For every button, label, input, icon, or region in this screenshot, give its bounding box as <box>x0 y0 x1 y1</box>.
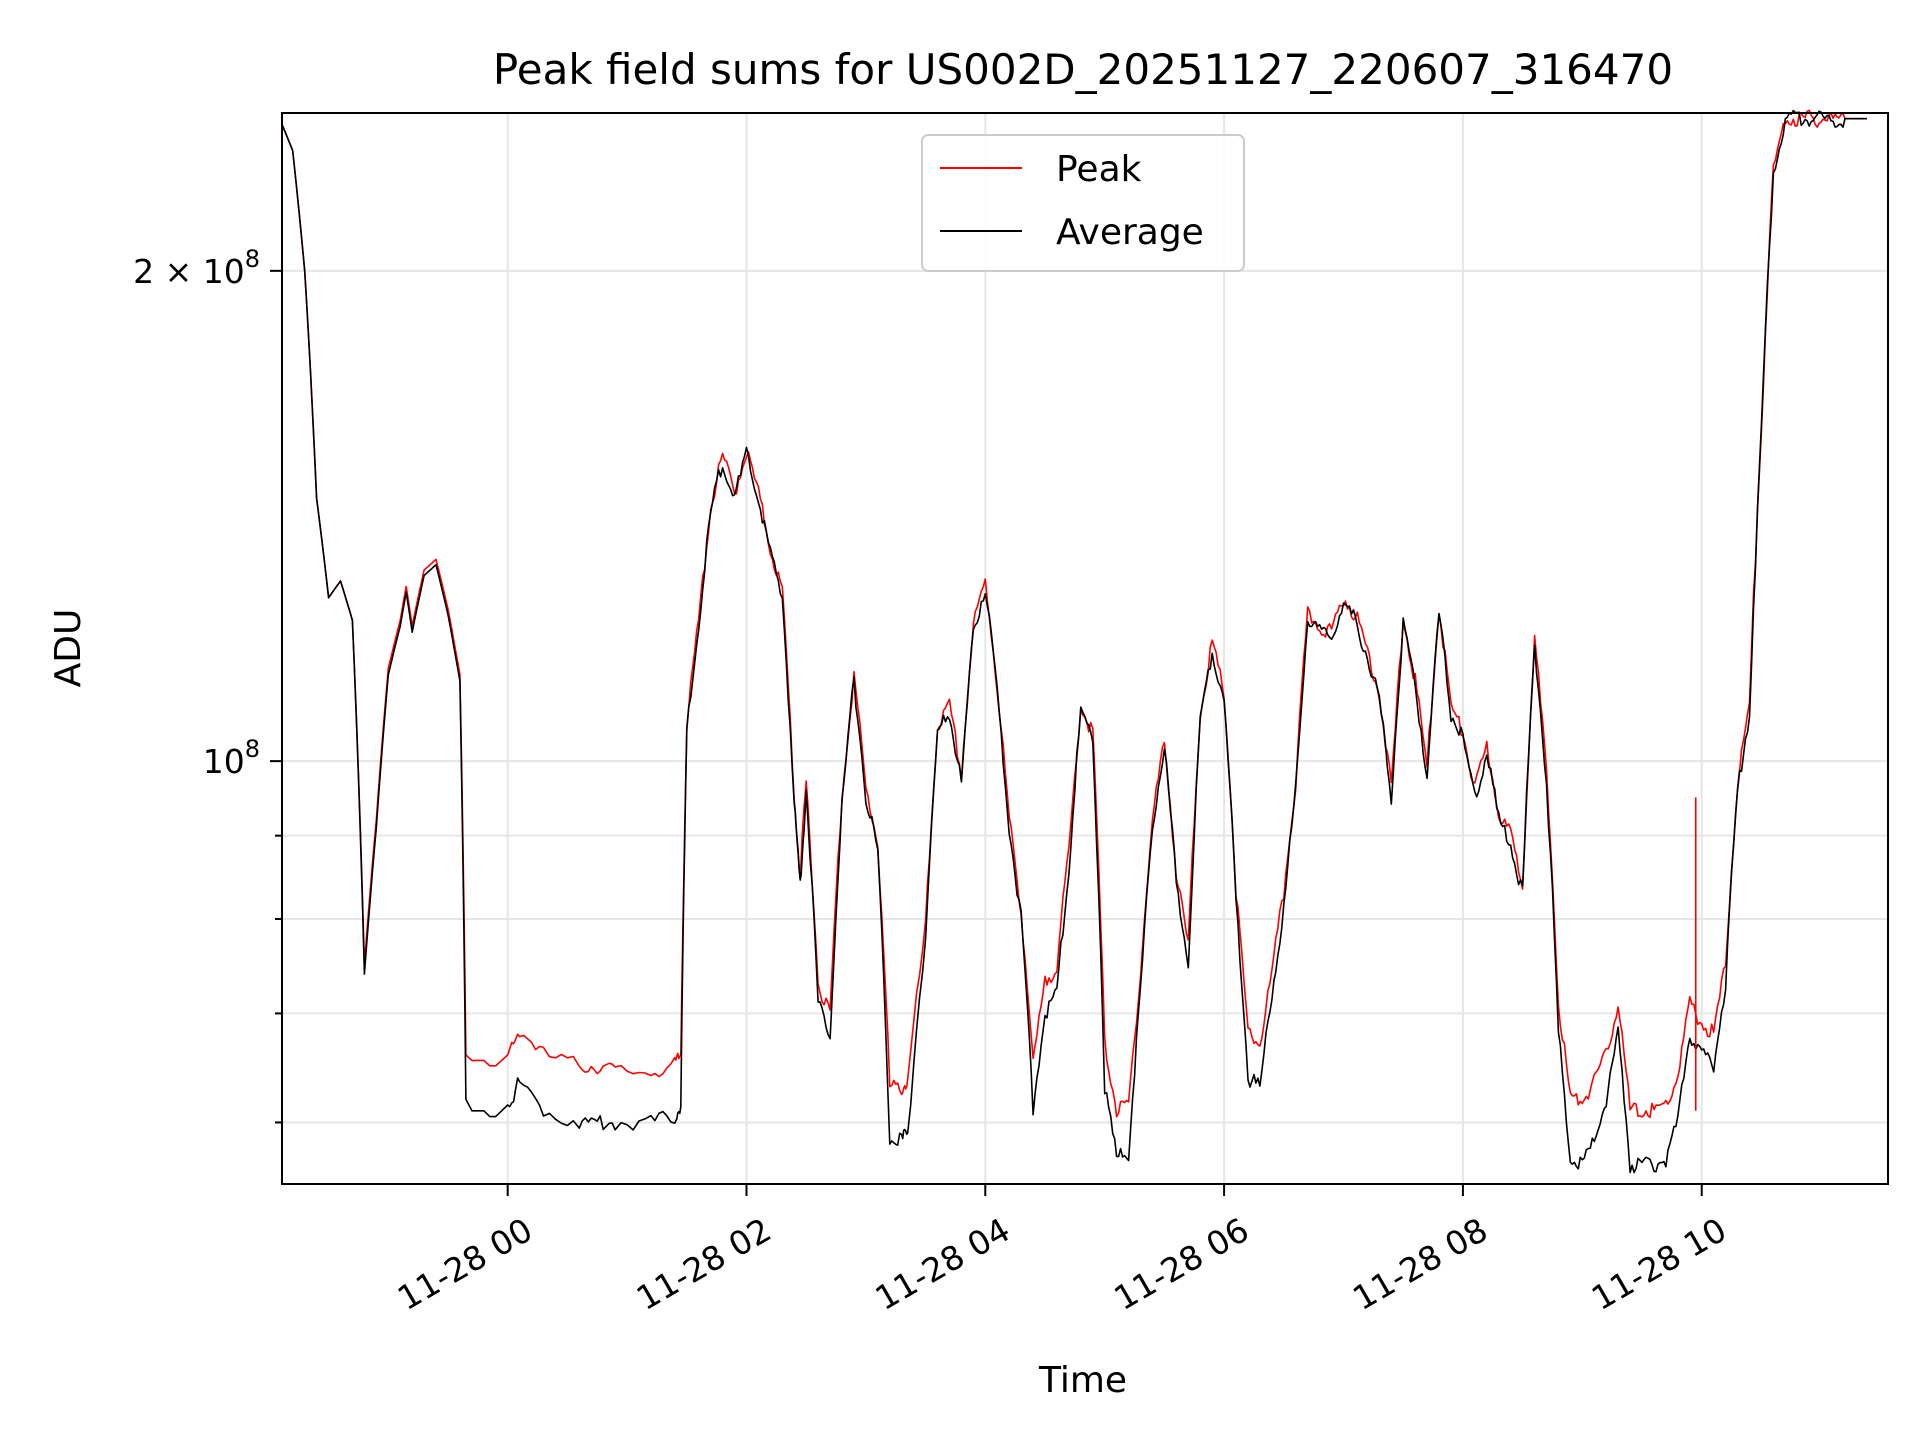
y-axis-label: ADU <box>48 609 89 688</box>
series-layer <box>281 109 1867 1174</box>
y-tick-label: 108 <box>203 735 260 781</box>
y-tick-label: 2 × 108 <box>133 245 260 291</box>
plot-frame <box>281 112 1889 1185</box>
legend: Peak Average <box>921 134 1245 272</box>
gridlines <box>282 113 1888 1184</box>
chart-title: Peak field sums for US002D_20251127_2206… <box>493 45 1673 94</box>
legend-peak-label: Peak <box>1056 149 1142 190</box>
legend-average-label: Average <box>1056 212 1204 253</box>
x-axis-label: Time <box>1038 1360 1127 1401</box>
average-series-line <box>281 109 1867 1174</box>
